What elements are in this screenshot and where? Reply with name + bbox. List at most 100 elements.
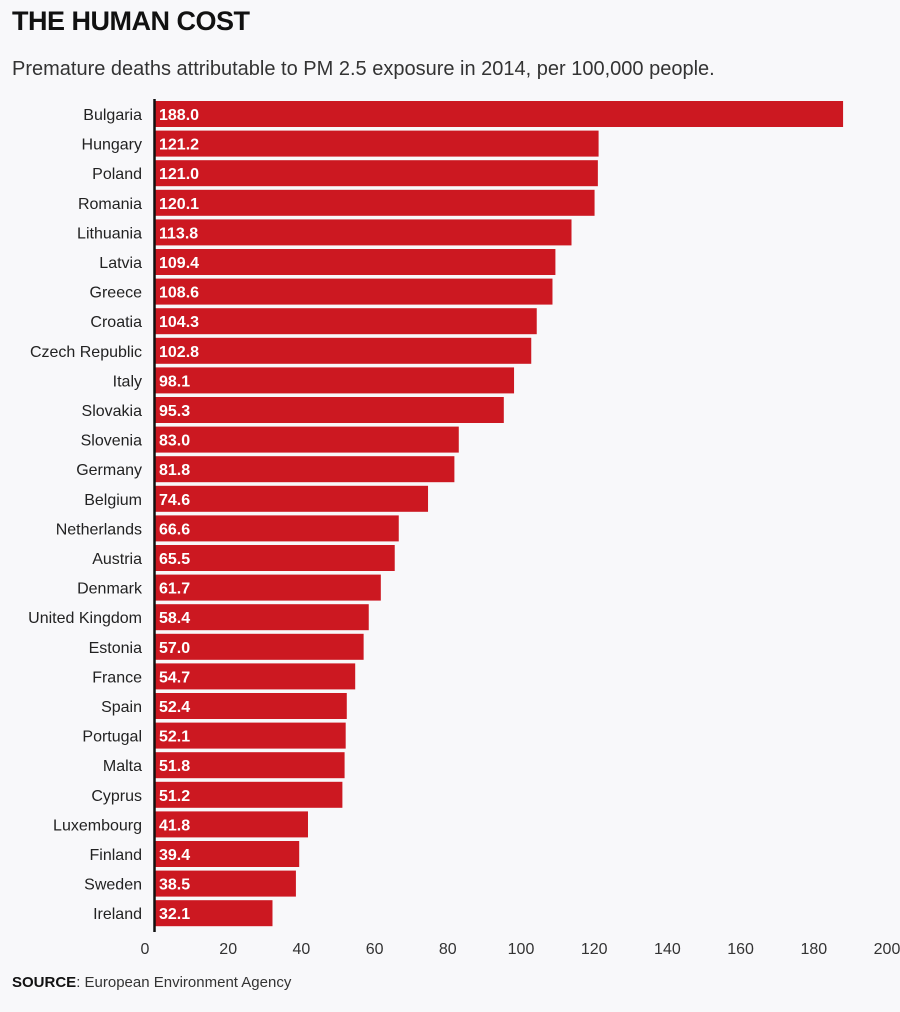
category-label: Slovenia <box>81 433 142 450</box>
bar <box>155 130 599 157</box>
bar <box>155 693 347 719</box>
category-label: Germany <box>76 462 142 479</box>
category-label: Croatia <box>90 314 142 331</box>
bar-value-label: 104.3 <box>159 314 199 331</box>
bar <box>155 101 844 127</box>
bar-value-label: 54.7 <box>159 669 190 686</box>
category-label: Ireland <box>93 906 142 923</box>
bar <box>155 900 273 927</box>
bar-value-label: 51.2 <box>159 788 190 805</box>
bar <box>155 574 381 601</box>
category-label: Lithuania <box>77 225 142 242</box>
bar-value-label: 58.4 <box>159 610 190 627</box>
bar <box>155 633 364 660</box>
category-label: Portugal <box>82 729 142 746</box>
bar <box>155 663 356 690</box>
bar <box>155 841 300 867</box>
category-label: Bulgaria <box>83 107 142 124</box>
bar-value-label: 74.6 <box>159 492 190 509</box>
category-label: Sweden <box>84 877 142 894</box>
bar <box>155 456 455 483</box>
category-label: Greece <box>90 285 143 302</box>
x-tick-label: 160 <box>727 941 754 958</box>
category-label: Poland <box>92 166 142 183</box>
x-tick-label: 120 <box>581 941 608 958</box>
bar-value-label: 32.1 <box>159 906 190 923</box>
category-label: Italy <box>113 373 142 390</box>
category-label: Belgium <box>84 492 142 509</box>
x-tick-label: 0 <box>141 941 150 958</box>
category-label: United Kingdom <box>28 610 142 627</box>
x-tick-label: 200 <box>874 941 900 958</box>
bar <box>155 545 395 571</box>
category-label: Hungary <box>82 137 142 154</box>
bar <box>155 811 308 838</box>
bar-value-label: 66.6 <box>159 521 190 538</box>
source-note: SOURCE: European Environment Agency <box>12 974 291 991</box>
x-tick-label: 20 <box>219 941 237 958</box>
category-label: Czech Republic <box>30 344 142 361</box>
bar-value-label: 41.8 <box>159 817 190 834</box>
bar <box>155 781 343 808</box>
category-label: Romania <box>78 196 142 213</box>
bar <box>155 278 553 305</box>
bar <box>155 426 459 453</box>
bar <box>155 367 515 394</box>
bar-value-label: 121.2 <box>159 137 199 154</box>
x-tick-label: 40 <box>293 941 311 958</box>
bar-value-label: 102.8 <box>159 344 199 361</box>
bar <box>155 870 296 897</box>
category-label: Netherlands <box>56 521 142 538</box>
bar <box>155 515 399 542</box>
bar <box>155 604 369 631</box>
bar-value-label: 65.5 <box>159 551 190 568</box>
bar-value-label: 61.7 <box>159 581 190 598</box>
category-label: Austria <box>92 551 142 568</box>
bar-value-label: 52.1 <box>159 729 190 746</box>
bar-value-label: 109.4 <box>159 255 199 272</box>
source-text: : European Environment Agency <box>76 974 292 991</box>
category-label: Finland <box>90 847 142 864</box>
bar <box>155 160 598 187</box>
category-label: Malta <box>103 758 142 775</box>
bar <box>155 337 532 364</box>
x-tick-label: 100 <box>508 941 535 958</box>
chart-subtitle: Premature deaths attributable to PM 2.5 … <box>12 58 715 80</box>
source-label: SOURCE <box>12 974 77 991</box>
bar <box>155 752 345 779</box>
bar <box>155 722 346 749</box>
bar <box>155 485 429 512</box>
bar-value-label: 81.8 <box>159 462 190 479</box>
bar-value-label: 38.5 <box>159 877 190 894</box>
category-label: France <box>92 669 142 686</box>
bar-value-label: 121.0 <box>159 166 199 183</box>
bar-value-label: 52.4 <box>159 699 190 716</box>
bar-value-label: 57.0 <box>159 640 190 657</box>
category-label: Estonia <box>89 640 142 657</box>
category-label: Latvia <box>99 255 142 272</box>
category-label: Luxembourg <box>53 817 142 834</box>
x-tick-label: 60 <box>366 941 384 958</box>
bar-value-label: 39.4 <box>159 847 190 864</box>
category-label: Slovakia <box>82 403 143 420</box>
bar-value-label: 95.3 <box>159 403 190 420</box>
x-tick-label: 180 <box>800 941 827 958</box>
category-label: Spain <box>101 699 142 716</box>
bar-value-label: 51.8 <box>159 758 190 775</box>
x-tick-label: 140 <box>654 941 681 958</box>
bar <box>155 219 572 246</box>
bar-value-label: 113.8 <box>159 225 198 242</box>
bar <box>155 397 504 423</box>
bar <box>155 189 595 216</box>
category-label: Cyprus <box>91 788 142 805</box>
category-label: Denmark <box>77 581 143 598</box>
chart-title: THE HUMAN COST <box>12 6 250 36</box>
bar-value-label: 108.6 <box>159 285 199 302</box>
bar <box>155 308 537 335</box>
bar-value-label: 120.1 <box>159 196 199 213</box>
bar-value-label: 98.1 <box>159 373 190 390</box>
x-tick-label: 80 <box>439 941 457 958</box>
bar-value-label: 188.0 <box>159 107 199 124</box>
bar <box>155 249 556 275</box>
